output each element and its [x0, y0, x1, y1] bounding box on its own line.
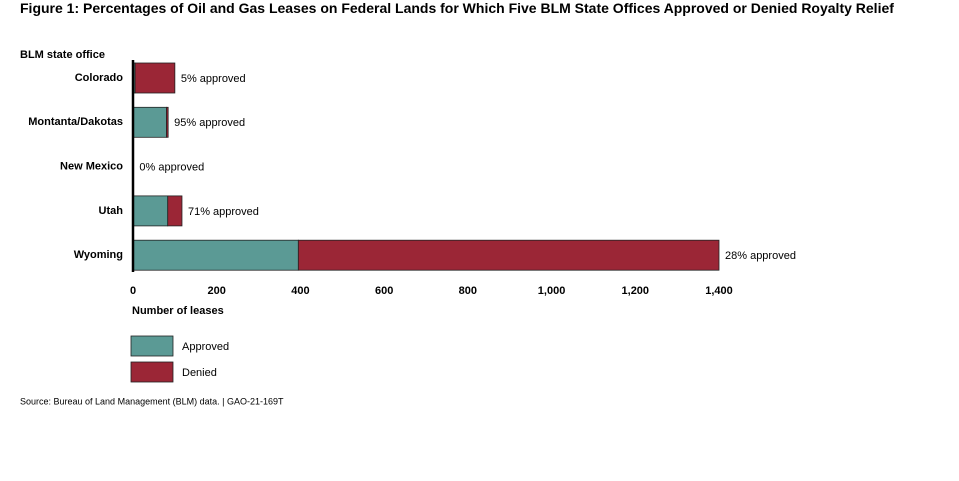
- x-tick-label: 400: [291, 285, 309, 297]
- x-tick-label: 200: [208, 285, 226, 297]
- x-tick-label: 0: [130, 285, 136, 297]
- bar-segment: [132, 106, 167, 138]
- y-tick-label: Montanta/Dakotas: [28, 116, 123, 128]
- bar-segment: [166, 106, 169, 138]
- x-tick-label: 1,200: [622, 285, 650, 297]
- legend-label: Approved: [182, 341, 229, 353]
- y-tick-label: Utah: [99, 205, 124, 217]
- value-label: 5% approved: [181, 73, 246, 85]
- bar-segment: [132, 195, 169, 227]
- x-tick-label: 800: [459, 285, 477, 297]
- value-label: 28% approved: [725, 250, 796, 262]
- value-label: 71% approved: [188, 206, 259, 218]
- x-axis-title: Number of leases: [132, 305, 224, 317]
- x-tick-label: 600: [375, 285, 393, 297]
- value-label: 0% approved: [139, 162, 204, 174]
- y-tick-label: Wyoming: [74, 249, 123, 261]
- legend-label: Denied: [182, 367, 217, 379]
- chart-title: Figure 1: Percentages of Oil and Gas Lea…: [20, 0, 894, 16]
- y-tick-label: New Mexico: [60, 161, 123, 173]
- legend-swatch: [130, 335, 174, 357]
- y-axis-title: BLM state office: [20, 49, 105, 61]
- legend-swatch: [130, 361, 174, 383]
- bar-segment: [167, 195, 183, 227]
- x-tick-label: 1,400: [705, 285, 733, 297]
- y-tick-label: Colorado: [75, 72, 124, 84]
- value-label: 95% approved: [174, 117, 245, 129]
- bar-segment: [134, 62, 176, 94]
- bar-segment: [297, 239, 720, 271]
- x-tick-label: 1,000: [538, 285, 566, 297]
- bar-segment: [132, 239, 299, 271]
- source: Source: Bureau of Land Management (BLM) …: [20, 396, 284, 406]
